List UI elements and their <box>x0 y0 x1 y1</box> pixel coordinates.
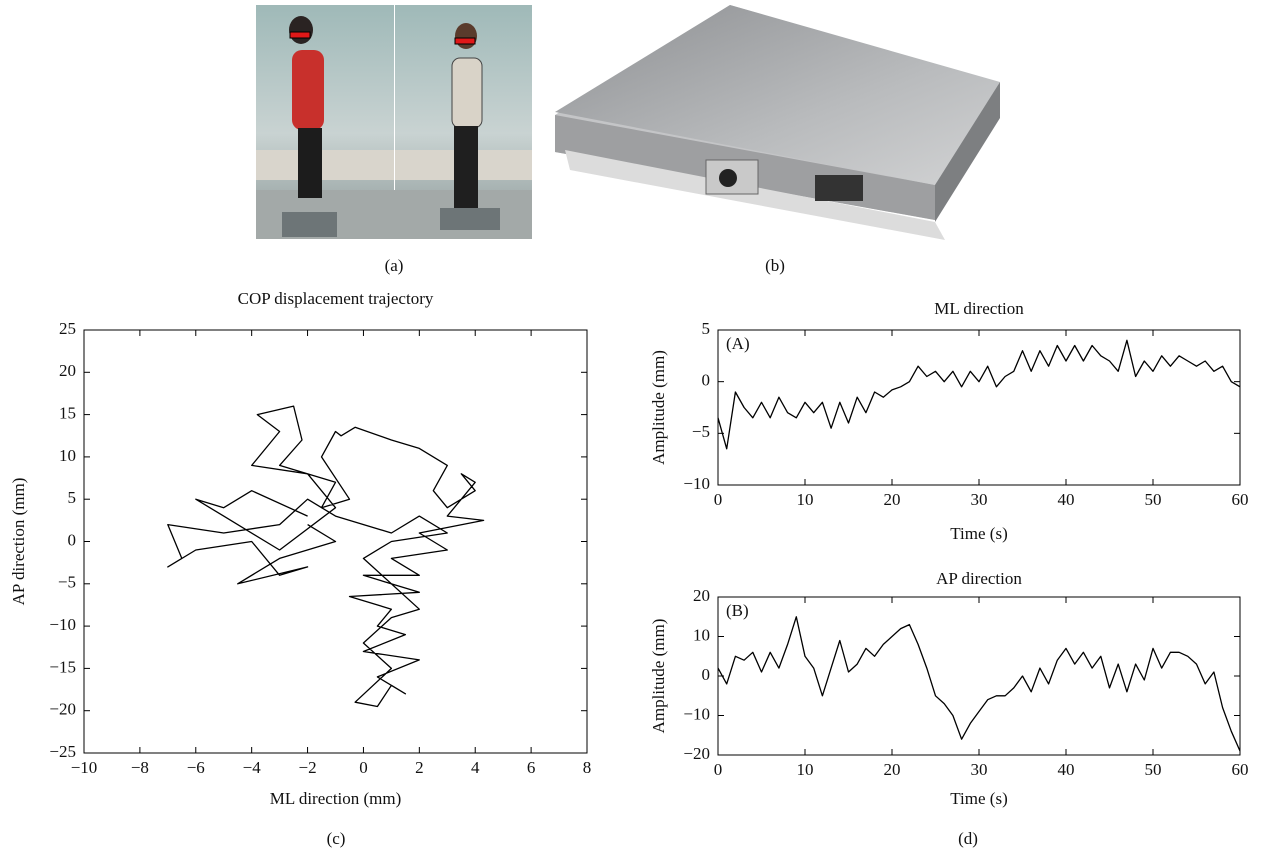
panel-label: (B) <box>726 601 749 620</box>
chart: ML direction Time (s) Amplitude (mm) (A) 0 10… <box>649 299 1249 543</box>
y-tick-label: 10 <box>59 446 76 465</box>
y-tick-label: −20 <box>49 700 76 719</box>
plot-frame <box>717 596 1241 756</box>
y-tick-label: 20 <box>693 586 710 605</box>
y-tick-label: −5 <box>692 422 710 441</box>
x-tick-label: 10 <box>797 490 814 509</box>
chart: COP displacement trajectory ML direction … <box>9 289 591 808</box>
photo-b <box>555 5 1000 240</box>
panel-caption: (a) <box>385 256 404 275</box>
y-tick-label: 5 <box>68 488 77 507</box>
photo-a <box>256 5 532 239</box>
data-line <box>167 405 485 708</box>
data-line <box>717 616 1241 752</box>
panel-caption: (c) <box>327 829 346 848</box>
y-tick-label: 20 <box>59 361 76 380</box>
chart-title: AP direction <box>936 569 1022 588</box>
y-tick-label: 25 <box>59 319 76 338</box>
x-tick-label: 4 <box>471 758 480 777</box>
x-tick-label: −8 <box>131 758 149 777</box>
chart: AP direction Time (s) Amplitude (mm) (B) 0 10… <box>649 569 1249 808</box>
x-axis-label: Time (s) <box>950 524 1007 543</box>
y-tick-label: −10 <box>683 704 710 723</box>
x-tick-label: 30 <box>971 490 988 509</box>
x-tick-label: 50 <box>1145 760 1162 779</box>
y-axis-label: Amplitude (mm) <box>649 619 668 734</box>
y-axis-label: AP direction (mm) <box>9 478 28 606</box>
plot-frame <box>717 329 1241 486</box>
plot-frame <box>83 329 588 754</box>
x-tick-label: 20 <box>884 490 901 509</box>
x-tick-label: −10 <box>71 758 98 777</box>
x-tick-label: 8 <box>583 758 592 777</box>
y-tick-label: 15 <box>59 404 76 423</box>
chart-title: ML direction <box>934 299 1024 318</box>
panel-label: (A) <box>726 334 750 353</box>
x-tick-label: 0 <box>714 490 723 509</box>
chart-title: COP displacement trajectory <box>238 289 434 308</box>
x-tick-label: 30 <box>971 760 988 779</box>
y-tick-label: −25 <box>49 742 76 761</box>
y-tick-label: −15 <box>49 657 76 676</box>
y-tick-label: −5 <box>58 573 76 592</box>
x-tick-label: 6 <box>527 758 536 777</box>
x-tick-label: 2 <box>415 758 424 777</box>
x-tick-label: −6 <box>187 758 205 777</box>
y-tick-label: 0 <box>68 530 77 549</box>
x-tick-label: 0 <box>359 758 368 777</box>
y-tick-label: −10 <box>49 615 76 634</box>
x-tick-label: 0 <box>714 760 723 779</box>
y-tick-label: 10 <box>693 625 710 644</box>
x-tick-label: −2 <box>299 758 317 777</box>
x-tick-label: 40 <box>1058 760 1075 779</box>
x-axis-label: Time (s) <box>950 789 1007 808</box>
x-axis-label: ML direction (mm) <box>270 789 402 808</box>
y-tick-label: −20 <box>683 744 710 763</box>
x-tick-label: 40 <box>1058 490 1075 509</box>
x-tick-label: 60 <box>1232 490 1249 509</box>
y-tick-label: 5 <box>702 319 711 338</box>
y-tick-label: −10 <box>683 474 710 493</box>
y-tick-label: 0 <box>702 371 711 390</box>
panel-caption: (b) <box>765 256 785 275</box>
panel-caption: (d) <box>958 829 978 848</box>
y-axis-label: Amplitude (mm) <box>649 350 668 465</box>
x-tick-label: 60 <box>1232 760 1249 779</box>
data-line <box>717 339 1241 450</box>
x-tick-label: −4 <box>243 758 262 777</box>
x-tick-label: 20 <box>884 760 901 779</box>
x-tick-label: 10 <box>797 760 814 779</box>
y-tick-label: 0 <box>702 665 711 684</box>
x-tick-label: 50 <box>1145 490 1162 509</box>
